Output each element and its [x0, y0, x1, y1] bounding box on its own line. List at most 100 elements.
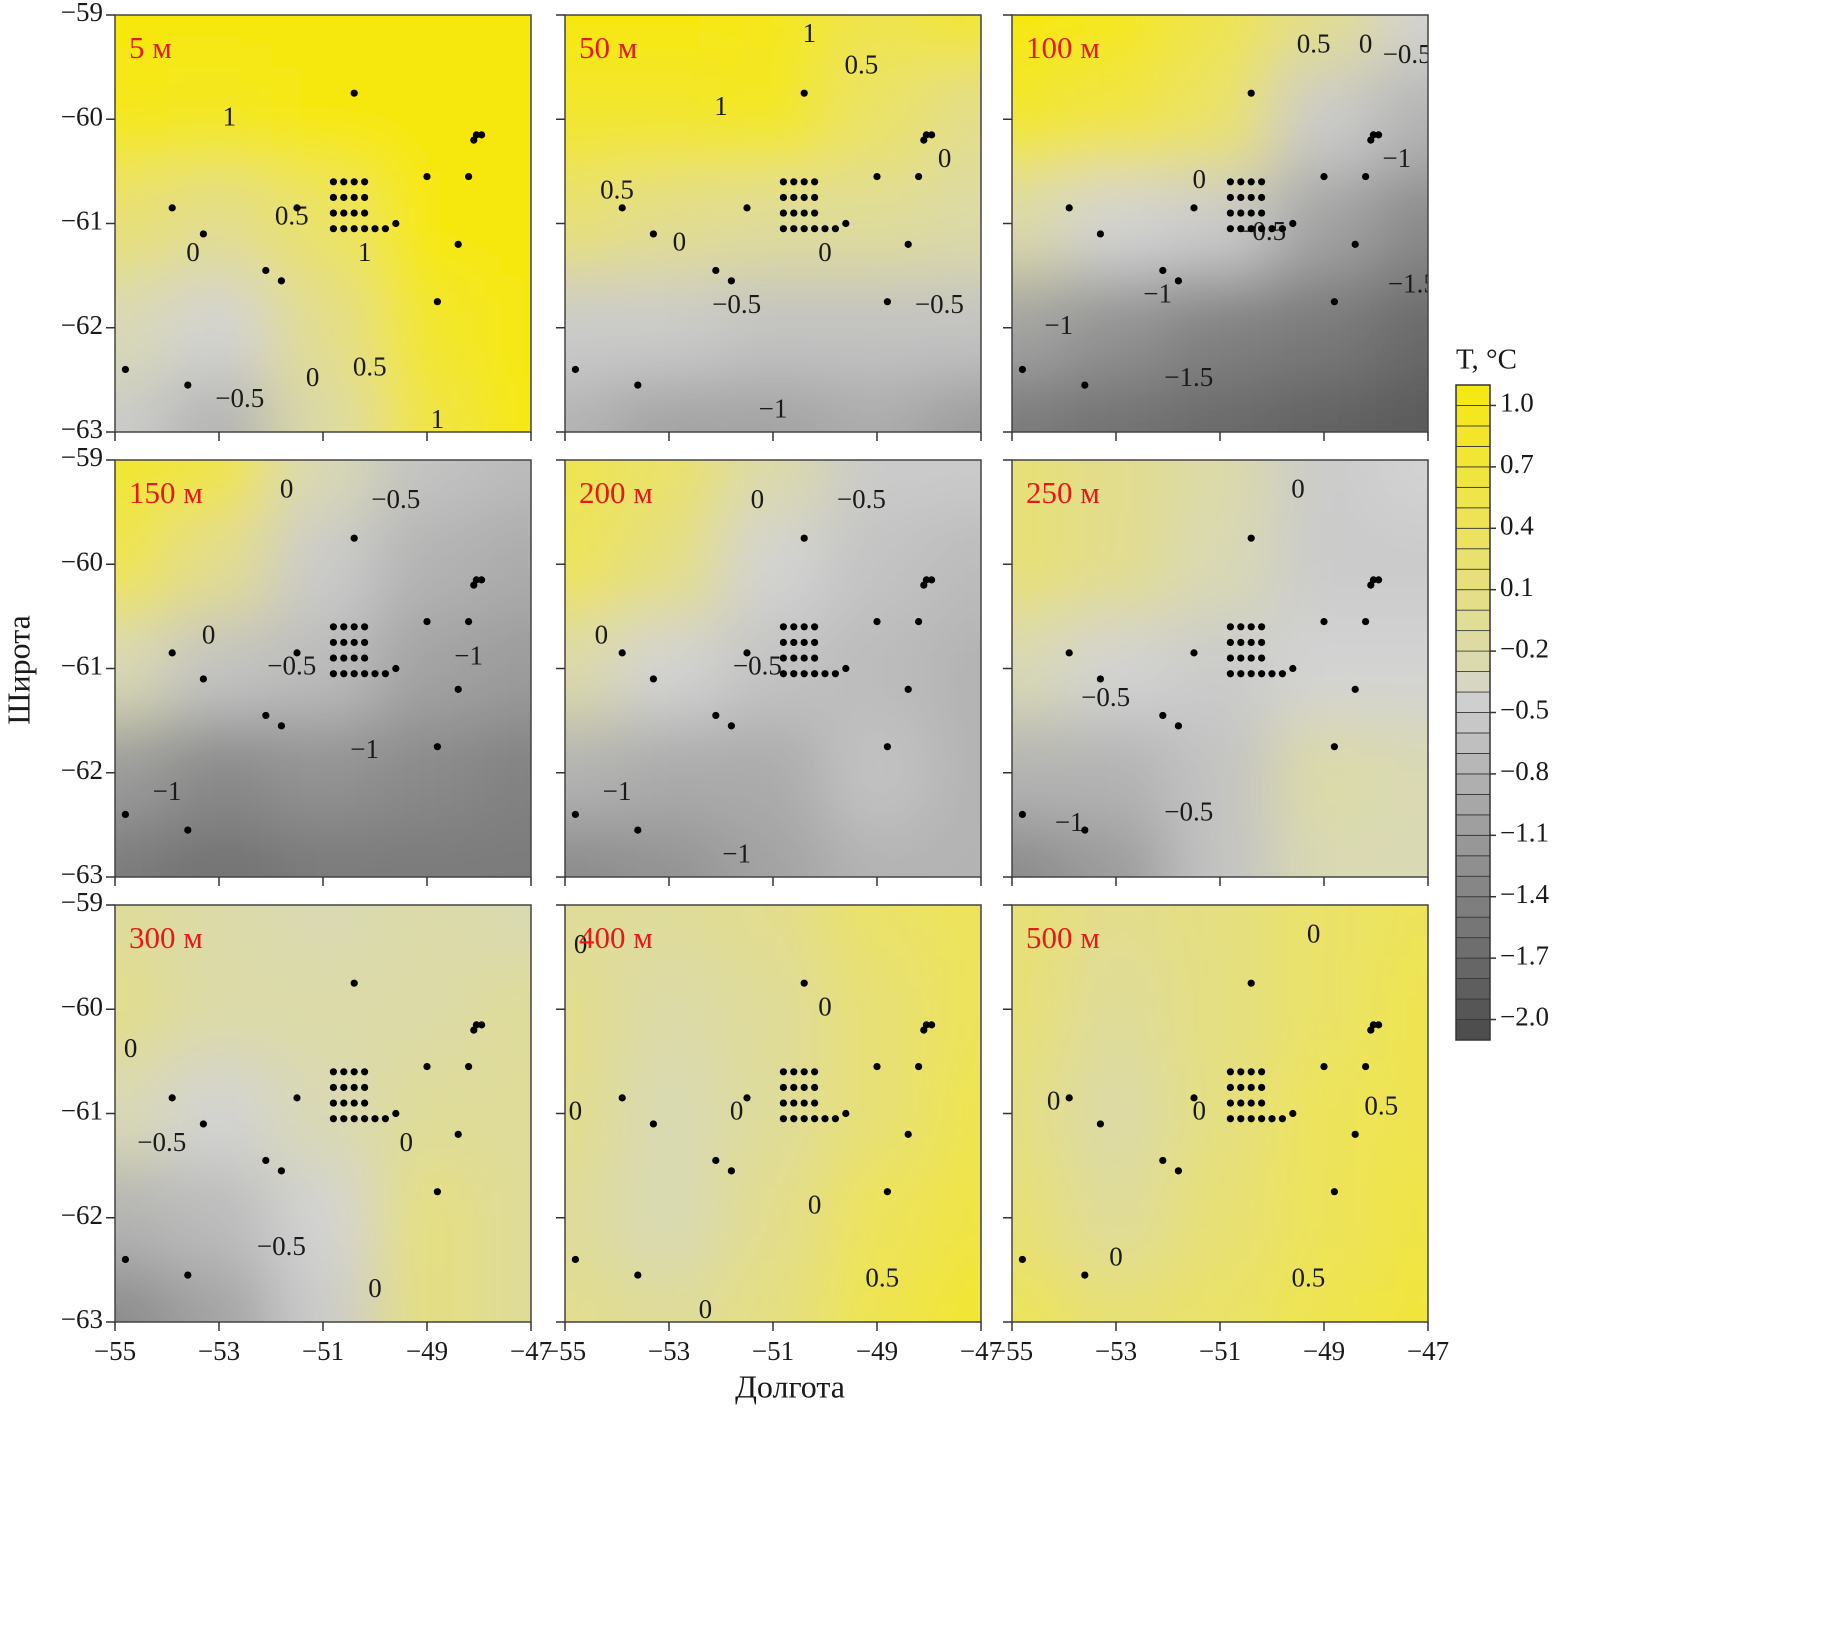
contour-label: −0.5	[915, 289, 964, 319]
colorbar-band	[1455, 527, 1491, 550]
station	[392, 1109, 400, 1118]
field-cell	[565, 15, 618, 69]
colorbar-band	[1455, 855, 1491, 877]
station	[1096, 1120, 1104, 1128]
station	[340, 1083, 348, 1092]
contour-label: −1.5	[1388, 268, 1437, 298]
field-cell	[617, 1061, 722, 1167]
field-cell	[825, 171, 930, 277]
field-cell	[1168, 171, 1273, 277]
station	[1278, 225, 1286, 233]
field-cell	[167, 824, 272, 877]
field-cell	[825, 379, 930, 432]
station	[1351, 685, 1359, 693]
station	[361, 209, 369, 217]
field-cell	[479, 824, 531, 877]
station	[811, 638, 819, 647]
field-cell	[929, 67, 981, 173]
field-cell	[565, 905, 618, 959]
station	[915, 172, 923, 181]
field-cell	[1064, 905, 1169, 959]
station	[800, 1115, 808, 1123]
station	[1226, 178, 1234, 186]
station	[790, 1115, 798, 1123]
station	[350, 623, 358, 631]
colorbar-band	[1455, 937, 1491, 959]
colorbar-band	[1455, 405, 1491, 427]
field-cell	[375, 1269, 480, 1322]
field-cell	[1012, 15, 1065, 69]
y-tick-label: −60	[61, 546, 103, 576]
contour-label: −1	[1044, 310, 1073, 340]
station	[800, 178, 808, 186]
station	[1237, 193, 1245, 202]
station	[1237, 654, 1245, 662]
field-cell	[1064, 1165, 1169, 1271]
station	[340, 225, 348, 233]
station	[350, 1068, 358, 1076]
station	[1320, 172, 1328, 181]
field-cell	[167, 379, 272, 432]
panel-title: 150 м	[129, 475, 203, 510]
station	[1367, 581, 1375, 589]
station	[779, 209, 788, 217]
contour-label: 0	[1307, 918, 1321, 948]
field-cell	[565, 1061, 618, 1167]
field-cell	[617, 460, 722, 514]
field-cell	[115, 1165, 168, 1271]
field-cell	[479, 275, 531, 381]
station	[1351, 240, 1359, 248]
station	[381, 1115, 389, 1123]
field-cell	[1376, 1165, 1428, 1271]
station	[1226, 1068, 1234, 1076]
contour-label: −0.5	[837, 484, 886, 514]
station	[743, 204, 751, 212]
field-cell	[1168, 67, 1273, 173]
station	[1247, 89, 1255, 97]
station	[634, 826, 642, 834]
station	[329, 638, 337, 647]
colorbar-band	[1455, 1019, 1491, 1041]
y-tick-label: −63	[61, 414, 103, 444]
station	[811, 1068, 819, 1076]
field-cell	[1064, 720, 1169, 826]
station	[361, 193, 369, 202]
station	[790, 178, 798, 186]
field-cell	[721, 1061, 826, 1167]
contour-label: 0	[818, 991, 832, 1021]
contour-label: −1.5	[1164, 362, 1213, 392]
field-cell	[1012, 1165, 1065, 1271]
colorbar-band	[1455, 773, 1491, 795]
station	[1375, 131, 1383, 139]
station	[779, 1099, 788, 1107]
contour-label: 0.5	[1364, 1090, 1398, 1120]
station	[361, 654, 369, 662]
station	[727, 277, 736, 285]
station	[392, 219, 400, 228]
station	[277, 722, 285, 730]
field-cell	[1272, 1061, 1377, 1167]
station	[168, 1094, 176, 1102]
field	[565, 460, 981, 877]
x-tick-label: −55	[991, 1336, 1033, 1366]
station	[571, 365, 580, 374]
panel: 0 −0.5 0 −0.5 −1 −1 −1 150 м −59 −60 −61 −62 −63	[61, 442, 532, 889]
station	[1096, 675, 1104, 683]
field-cell	[479, 616, 531, 722]
field-cell	[1064, 460, 1169, 514]
colorbar-band	[1455, 384, 1491, 406]
field-cell	[1168, 1165, 1273, 1271]
field-cell	[1272, 460, 1377, 514]
station	[1018, 810, 1026, 819]
colorbar-tick-label: −0.8	[1500, 756, 1549, 786]
field-cell	[825, 15, 930, 69]
station	[1258, 225, 1266, 233]
panel: 0 0 0 0 0 0 0.5 400 м −55 −53 −51 −49 −47	[544, 904, 1002, 1366]
field-cell	[1064, 171, 1169, 277]
station	[883, 298, 892, 306]
colorbar-tick-label: −1.1	[1500, 818, 1549, 848]
field-cell	[115, 512, 168, 618]
field-cell	[271, 379, 376, 432]
station	[1289, 1109, 1297, 1118]
